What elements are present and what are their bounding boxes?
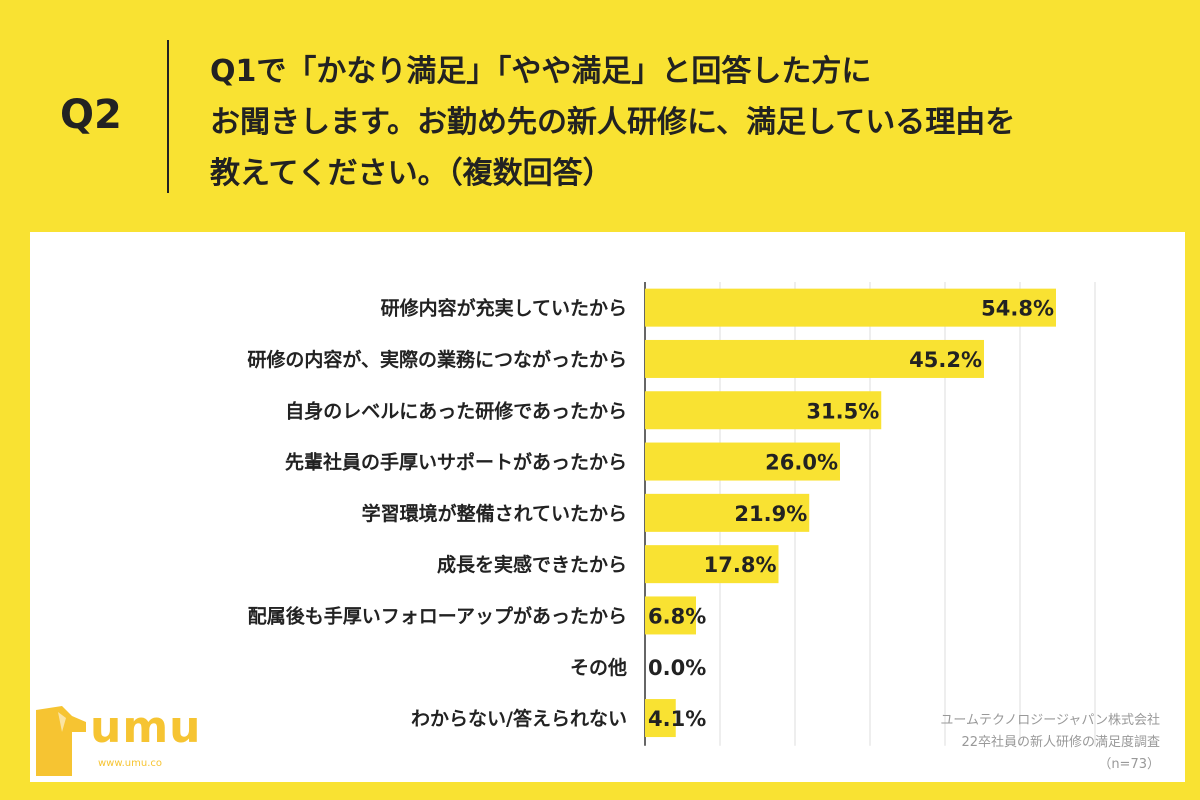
question-header: Q2 Q1で「かなり満足」「やや満足」と回答した方に お聞きします。お勤め先の新… — [0, 0, 1200, 232]
value-label: 54.8% — [981, 297, 1054, 321]
category-label: 研修の内容が、実際の業務につながったから — [247, 348, 627, 371]
bar — [645, 391, 882, 430]
logo-url: www.umu.co — [98, 758, 163, 769]
category-label: その他 — [570, 656, 627, 679]
header-divider — [167, 40, 169, 193]
value-label: 21.9% — [734, 502, 807, 526]
question-number: Q2 — [60, 92, 122, 138]
question-line-1: Q1で「かなり満足」「やや満足」と回答した方に — [210, 54, 872, 89]
question-line-3: 教えてください。（複数回答） — [210, 156, 613, 191]
umu-logo: umu www.umu.co — [28, 702, 208, 782]
bar — [645, 288, 1056, 327]
category-label: 自身のレベルにあった研修であったから — [285, 399, 627, 422]
source-sample-size: （n=73） — [1098, 757, 1160, 772]
question-line-2: お聞きします。お勤め先の新人研修に、満足している理由を — [210, 105, 1016, 140]
logo-text: umu — [90, 702, 202, 753]
category-label: わからない/答えられない — [411, 707, 627, 730]
value-label: 31.5% — [806, 399, 879, 423]
value-label: 45.2% — [909, 348, 982, 372]
source-survey: 22卒社員の新人研修の満足度調査 — [961, 735, 1160, 750]
chart-panel: 研修内容が充実していたから 54.8% 研修の内容が、実際の業務につながったから 45… — [30, 232, 1185, 782]
bar — [645, 339, 984, 378]
bar — [645, 596, 696, 635]
bar — [645, 545, 779, 584]
question-text: Q1で「かなり満足」「やや満足」と回答した方に お聞きします。お勤め先の新人研修… — [210, 46, 1170, 199]
category-label: 成長を実感できたから — [437, 553, 627, 576]
value-label: 26.0% — [765, 451, 838, 475]
category-label: 学習環境が整備されていたから — [362, 502, 627, 525]
value-label: 17.8% — [704, 553, 777, 577]
category-label: 配属後も手厚いフォローアップがあったから — [248, 604, 627, 627]
value-label: 4.1% — [648, 707, 706, 731]
source-company: ユームテクノロジージャパン株式会社 — [940, 713, 1160, 728]
value-label: 0.0% — [648, 656, 706, 680]
bar-chart: 研修内容が充実していたから 54.8% 研修の内容が、実際の業務につながったから 45… — [247, 282, 1096, 746]
source-note: ユームテクノロジージャパン株式会社 22卒社員の新人研修の満足度調査 （n=73… — [940, 710, 1160, 776]
bar — [645, 442, 840, 481]
category-label: 先輩社員の手厚いサポートがあったから — [285, 451, 627, 474]
bar — [645, 699, 676, 738]
bar — [645, 493, 810, 532]
horse-logo-icon — [36, 706, 86, 776]
value-label: 6.8% — [648, 604, 706, 628]
category-label: 研修内容が充実していたから — [381, 297, 627, 320]
